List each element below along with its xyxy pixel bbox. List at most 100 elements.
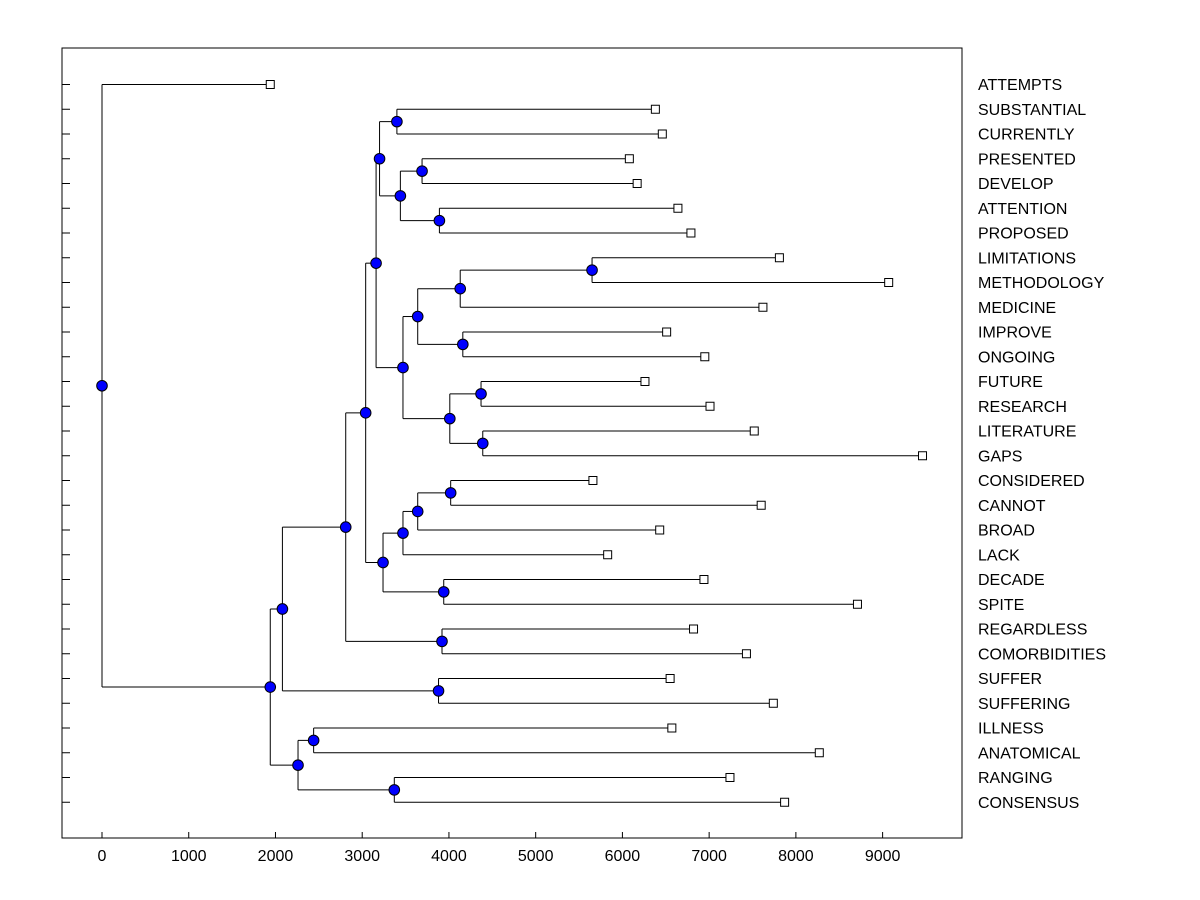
merge-node — [397, 361, 409, 374]
leaf-label-decade: DECADE — [978, 572, 1045, 589]
leaf-label-considered: CONSIDERED — [978, 473, 1085, 490]
leaf-marker-proposed — [686, 228, 696, 238]
leaf-label-presented: PRESENTED — [978, 151, 1076, 168]
leaf-label-proposed: PROPOSED — [978, 226, 1069, 243]
merge-node — [475, 388, 487, 400]
leaf-label-substantial: SUBSTANTIAL — [978, 102, 1086, 119]
merge-node — [586, 264, 598, 276]
leaf-label-ongoing: ONGOING — [978, 349, 1055, 366]
leaf-label-gaps: GAPS — [978, 448, 1022, 465]
leaf-marker-attention — [673, 203, 683, 213]
merge-node — [391, 115, 403, 128]
x-tick-label: 2000 — [258, 848, 294, 865]
leaf-marker-medicine — [758, 302, 768, 312]
leaf-marker-broad — [655, 525, 665, 535]
leaf-marker-develop — [632, 179, 642, 188]
leaf-label-suffer: SUFFER — [978, 671, 1042, 688]
leaf-marker-ongoing — [700, 352, 710, 362]
leaf-label-spite: SPITE — [978, 597, 1024, 614]
dendrogram-links — [101, 84, 923, 803]
merge-node — [457, 338, 469, 351]
leaf-label-improve: IMPROVE — [978, 325, 1052, 342]
plot-area-frame — [61, 47, 963, 839]
merge-node — [377, 556, 389, 569]
leaf-marker-suffer — [665, 674, 675, 683]
leaf-marker-suffering — [768, 698, 778, 708]
merge-node — [433, 214, 446, 227]
leaf-marker-regardless — [689, 624, 699, 634]
x-tick-label: 0 — [98, 848, 107, 865]
merge-node — [339, 521, 352, 533]
leaf-label-suffering: SUFFERING — [978, 696, 1070, 713]
leaf-marker-decade — [699, 575, 709, 584]
leaf-marker-limitations — [774, 253, 784, 263]
leaf-marker-presented — [624, 154, 634, 164]
leaf-label-illness: ILLNESS — [978, 721, 1044, 738]
x-axis: 0 1000 2000 3000 4000 5000 6000 7000 8000 9000 — [98, 832, 901, 865]
leaf-marker-ranging — [725, 773, 735, 782]
merge-node — [388, 784, 401, 796]
leaf-marker-currently — [657, 129, 667, 139]
leaf-marker-methodology — [884, 278, 894, 287]
leaf-label-ranging: RANGING — [978, 770, 1053, 787]
leaf-labels: ATTEMPTS SUBSTANTIAL CURRENTLY PRESENTED DEV… — [978, 77, 1106, 812]
x-tick-label: 9000 — [865, 848, 901, 865]
merge-node — [436, 635, 448, 648]
x-tick-label: 7000 — [691, 848, 727, 865]
merge-node — [264, 681, 277, 693]
leaf-label-consensus: CONSENSUS — [978, 795, 1079, 812]
leaf-marker-cannot — [756, 500, 766, 510]
merge-node — [416, 165, 428, 177]
leaf-label-cannot: CANNOT — [978, 498, 1046, 515]
merge-node — [411, 310, 424, 323]
leaf-marker-lack — [603, 550, 613, 560]
merge-nodes — [96, 115, 598, 796]
merge-node — [276, 603, 289, 615]
merge-node — [359, 407, 372, 419]
leaf-marker-attempts — [265, 80, 275, 89]
x-tick-label: 6000 — [605, 848, 641, 865]
x-tick-label: 4000 — [431, 848, 467, 865]
leaf-marker-illness — [667, 723, 677, 733]
leaf-marker-improve — [662, 327, 672, 337]
merge-node — [307, 734, 320, 747]
x-tick-label: 5000 — [518, 848, 554, 865]
merge-node — [432, 685, 445, 697]
leaf-label-lack: LACK — [978, 547, 1020, 564]
leaf-marker-consensus — [780, 797, 790, 807]
leaf-label-develop: DEVELOP — [978, 176, 1054, 193]
leaf-label-future: FUTURE — [978, 374, 1043, 391]
leaf-marker-future — [640, 377, 650, 386]
merge-node — [394, 190, 407, 202]
x-tick-label: 8000 — [778, 848, 814, 865]
leaf-label-regardless: REGARDLESS — [978, 622, 1087, 639]
merge-node — [411, 505, 424, 518]
leaf-tick-marks — [62, 84, 70, 803]
leaf-label-research: RESEARCH — [978, 399, 1067, 416]
leaf-markers — [265, 80, 928, 807]
leaf-marker-comorbidities — [741, 649, 751, 659]
leaf-label-currently: CURRENTLY — [978, 127, 1075, 144]
leaf-label-limitations: LIMITATIONS — [978, 250, 1076, 267]
leaf-label-medicine: MEDICINE — [978, 300, 1056, 317]
x-tick-label: 1000 — [171, 848, 207, 865]
leaf-marker-research — [705, 401, 715, 411]
merge-node — [444, 412, 456, 425]
leaf-marker-anatomical — [814, 748, 824, 758]
leaf-label-comorbidities: COMORBIDITIES — [978, 646, 1106, 663]
merge-node — [476, 437, 489, 450]
leaf-marker-spite — [852, 599, 862, 609]
merge-node — [437, 586, 450, 598]
merge-node — [96, 379, 108, 392]
merge-node — [370, 257, 382, 269]
leaf-label-attention: ATTENTION — [978, 201, 1067, 218]
leaf-marker-gaps — [918, 451, 928, 461]
merge-node — [454, 282, 467, 295]
x-tick-label: 3000 — [344, 848, 380, 865]
leaf-marker-literature — [749, 426, 759, 436]
leaf-marker-considered — [588, 476, 598, 485]
leaf-marker-substantial — [650, 104, 660, 114]
leaf-label-attempts: ATTEMPTS — [978, 77, 1062, 94]
merge-node — [397, 527, 409, 539]
